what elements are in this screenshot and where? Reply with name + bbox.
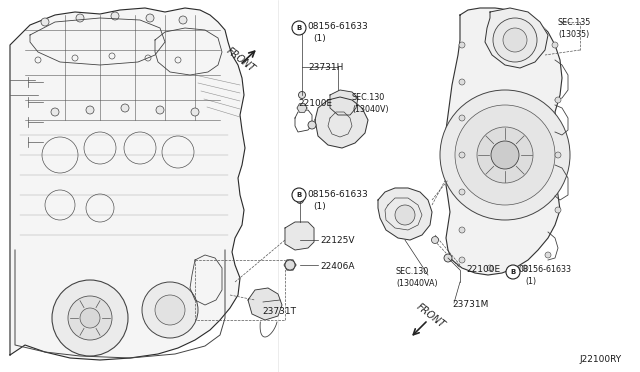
Text: SEC.130: SEC.130 (352, 93, 385, 102)
Text: 22100E: 22100E (466, 265, 500, 274)
Circle shape (444, 254, 452, 262)
Polygon shape (485, 8, 548, 68)
Circle shape (68, 296, 112, 340)
Circle shape (80, 308, 100, 328)
Circle shape (298, 92, 305, 99)
Circle shape (121, 104, 129, 112)
Text: 22100E: 22100E (298, 99, 332, 108)
Circle shape (431, 237, 438, 244)
Text: B: B (510, 269, 516, 275)
Polygon shape (446, 8, 562, 275)
Text: 08156-61633: 08156-61633 (519, 265, 572, 274)
Text: B: B (296, 192, 301, 198)
Polygon shape (10, 8, 245, 360)
Circle shape (395, 205, 415, 225)
Circle shape (296, 196, 303, 203)
Circle shape (292, 188, 306, 202)
Text: (1): (1) (313, 34, 326, 43)
Circle shape (487, 265, 493, 271)
Text: (1): (1) (313, 202, 326, 211)
Polygon shape (315, 97, 368, 148)
Text: FRONT: FRONT (415, 302, 447, 330)
Circle shape (459, 115, 465, 121)
Circle shape (179, 16, 187, 24)
Circle shape (191, 108, 199, 116)
Text: (13040VA): (13040VA) (396, 279, 438, 288)
Circle shape (459, 257, 465, 263)
Circle shape (41, 18, 49, 26)
Circle shape (459, 189, 465, 195)
Circle shape (459, 152, 465, 158)
Text: J22100RY: J22100RY (580, 355, 622, 364)
Polygon shape (297, 104, 307, 112)
Circle shape (506, 265, 520, 279)
Circle shape (440, 90, 570, 220)
Text: 22406A: 22406A (320, 262, 355, 271)
Circle shape (455, 105, 555, 205)
Text: 23731T: 23731T (262, 307, 296, 316)
Circle shape (155, 295, 185, 325)
Circle shape (555, 152, 561, 158)
Circle shape (493, 18, 537, 62)
Circle shape (552, 42, 558, 48)
Text: 08156-61633: 08156-61633 (307, 22, 368, 31)
Circle shape (111, 12, 119, 20)
Circle shape (522, 265, 528, 271)
Circle shape (503, 28, 527, 52)
Text: 08156-61633: 08156-61633 (307, 190, 368, 199)
Circle shape (285, 260, 295, 270)
Polygon shape (330, 90, 358, 115)
Circle shape (491, 141, 519, 169)
Circle shape (545, 252, 551, 258)
Text: (1): (1) (525, 277, 536, 286)
Polygon shape (284, 260, 296, 270)
Text: (13035): (13035) (558, 30, 589, 39)
Circle shape (459, 42, 465, 48)
Circle shape (51, 108, 59, 116)
Text: 23731M: 23731M (452, 300, 488, 309)
Circle shape (459, 227, 465, 233)
Circle shape (555, 207, 561, 213)
Circle shape (459, 79, 465, 85)
Polygon shape (248, 288, 282, 320)
Text: 23731H: 23731H (308, 63, 344, 72)
Text: B: B (296, 25, 301, 31)
Text: SEC.135: SEC.135 (558, 18, 591, 27)
Polygon shape (285, 222, 314, 250)
Circle shape (308, 121, 316, 129)
Circle shape (146, 14, 154, 22)
Circle shape (76, 14, 84, 22)
Polygon shape (378, 188, 432, 240)
Text: SEC.130: SEC.130 (396, 267, 429, 276)
Circle shape (86, 106, 94, 114)
Circle shape (142, 282, 198, 338)
Text: FRONT: FRONT (225, 46, 257, 74)
Text: (13040V): (13040V) (352, 105, 388, 114)
Circle shape (156, 106, 164, 114)
Circle shape (52, 280, 128, 356)
Circle shape (477, 127, 533, 183)
Circle shape (555, 97, 561, 103)
Circle shape (292, 21, 306, 35)
Text: 22125V: 22125V (320, 236, 355, 245)
